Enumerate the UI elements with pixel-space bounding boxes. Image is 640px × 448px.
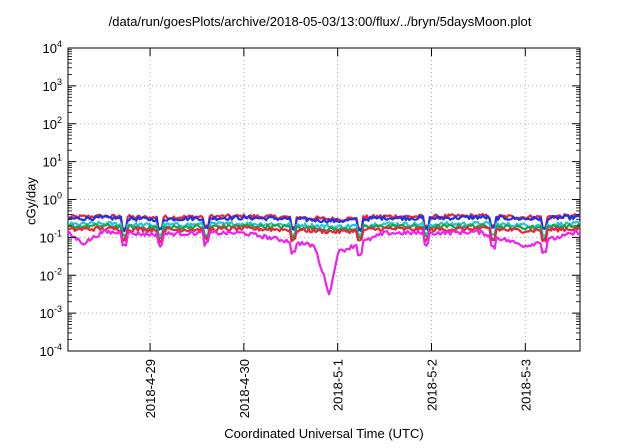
y-tick-label: 10-3 <box>40 304 62 321</box>
y-tick-label: 102 <box>43 115 62 132</box>
y-axis-ticks: 10-4 10-3 10-2 10-1 100 101 102 103 104 <box>40 39 580 359</box>
x-tick-label: 2018-5-1 <box>331 359 346 411</box>
y-tick-label: 104 <box>43 39 62 56</box>
y-tick-label: 10-2 <box>40 266 62 283</box>
y-tick-label: 10-4 <box>40 342 62 359</box>
y-tick-label: 100 <box>43 191 62 208</box>
series-group <box>67 213 581 296</box>
x-tick-label: 2018-5-3 <box>518 359 533 411</box>
y-tick-label: 10-1 <box>40 228 62 245</box>
chart-title: /data/run/goesPlots/archive/2018-05-03/1… <box>108 14 532 29</box>
x-axis-ticks: 2018-4-29 2018-4-30 2018-5-1 2018-5-2 2018-5… <box>143 48 533 418</box>
y-tick-label: 103 <box>43 77 62 94</box>
y-axis-label: cGy/day <box>23 177 39 225</box>
x-axis-label: Coordinated Universal Time (UTC) <box>224 426 424 441</box>
series-line <box>67 214 581 233</box>
y-tick-label: 101 <box>43 153 62 170</box>
x-tick-label: 2018-4-29 <box>143 359 158 418</box>
series-line <box>67 228 581 296</box>
x-tick-label: 2018-5-2 <box>424 359 439 411</box>
x-tick-label: 2018-4-30 <box>237 359 252 418</box>
series-line <box>67 225 581 244</box>
